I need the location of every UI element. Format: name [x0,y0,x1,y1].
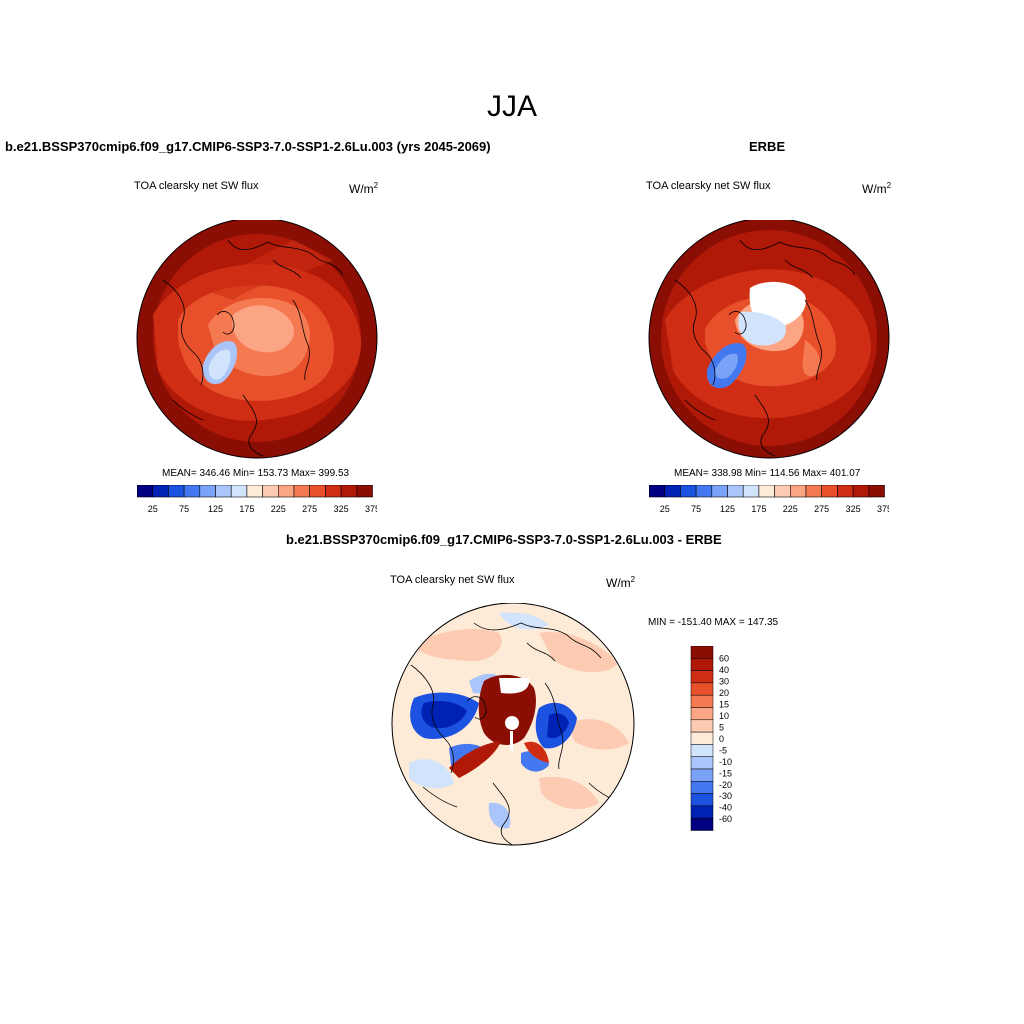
model-colorbar-swatch [340,485,358,498]
model-colorbar-swatch [325,485,342,498]
obs-colorbar-tick-label: 75 [691,504,701,514]
model-colorbar-tick-label: 175 [239,504,254,514]
model-colorbar-tick-label: 125 [208,504,223,514]
obs-colorbar-tick-label: 125 [720,504,735,514]
diff-colorbar-tick-label: 30 [719,676,729,686]
diff-colorbar-tick-label: 20 [719,688,729,698]
obs-colorbar-swatch [837,485,854,498]
diff-panel-title: b.e21.BSSP370cmip6.f09_g17.CMIP6-SSP3-7.… [286,532,722,547]
diff-colorbar-tick-label: 10 [719,711,729,721]
obs-colorbar-swatch [758,485,775,498]
obs-colorbar-tick-label: 225 [783,504,798,514]
diff-minmax: MIN = -151.40 MAX = 147.35 [648,617,779,628]
obs-colorbar-tick-label: 375 [877,504,889,514]
obs-colorbar-swatch [727,485,744,498]
diff-variable-label: TOA clearsky net SW flux [390,574,515,586]
diff-colorbar-swatch [690,805,714,819]
model-colorbar-swatch [152,485,169,498]
obs-colorbar-swatch [711,485,728,498]
diff-colorbar-swatch [690,731,714,745]
obs-colorbar-swatch [805,485,822,498]
diff-colorbar-swatch [690,781,714,794]
diff-colorbar-tick-label: -20 [719,780,732,790]
diff-colorbar-tick-label: -15 [719,768,732,778]
obs-colorbar: 25 75 125 175 225 275 325 375 [649,485,889,514]
model-colorbar-swatch [278,485,295,498]
obs-colorbar-swatch [868,485,885,498]
diff-colorbar-swatch [690,817,714,831]
model-colorbar-tick-label: 325 [334,504,349,514]
obs-polar-map [648,220,890,459]
model-panel-title: b.e21.BSSP370cmip6.f09_g17.CMIP6-SSP3-7.… [5,139,491,154]
obs-colorbar-swatch [774,485,791,498]
diff-colorbar-swatch [690,744,714,757]
diff-colorbar-swatch [690,719,714,733]
model-colorbar-swatch [168,485,185,498]
diff-colorbar-swatch [690,707,714,721]
obs-colorbar-swatch [695,485,713,498]
model-colorbar-tick-label: 275 [302,504,317,514]
model-colorbar-tick-label: 225 [271,504,286,514]
model-colorbar-swatch [199,485,216,498]
diff-colorbar-tick-label: -5 [719,745,727,755]
obs-colorbar-swatch [790,485,807,498]
diff-colorbar-swatch [690,658,714,671]
obs-colorbar-swatch [821,485,838,498]
model-colorbar-swatch [262,485,279,498]
model-colorbar-swatch [356,485,373,498]
model-colorbar-swatch [215,485,232,498]
diff-colorbar-tick-label: -40 [719,803,732,813]
diff-colorbar-tick-label: -60 [719,814,732,824]
model-colorbar-tick-label: 25 [148,504,158,514]
model-colorbar-swatch [246,485,263,498]
obs-colorbar-swatch [680,485,697,498]
diff-colorbar-swatch [690,670,714,684]
obs-colorbar-tick-label: 175 [751,504,766,514]
diff-colorbar-swatch [690,694,714,708]
model-stats: MEAN= 346.46 Min= 153.73 Max= 399.53 [162,468,350,479]
season-title: JJA [486,90,537,123]
diff-colorbar-tick-label: 0 [719,734,724,744]
obs-units-label: W/m2 [862,181,892,196]
diff-units-label: W/m2 [606,575,636,590]
diff-colorbar-tick-label: 60 [719,653,729,663]
model-colorbar-tick-label: 375 [365,504,377,514]
diff-colorbar-tick-label: -10 [719,757,732,767]
model-colorbar-swatch [293,485,310,498]
obs-colorbar-tick-label: 25 [660,504,670,514]
model-units-label: W/m2 [349,181,379,196]
diff-colorbar-tick-label: -30 [719,791,732,801]
model-colorbar: 25 75 125 175 225 275 325 375 [137,485,377,514]
obs-colorbar-swatch [742,485,760,498]
model-variable-label: TOA clearsky net SW flux [134,180,259,192]
diff-colorbar-swatch [690,768,714,782]
diff-colorbar-swatch [690,682,714,696]
obs-panel-title: ERBE [749,139,786,154]
model-colorbar-swatch [137,485,153,498]
obs-colorbar-tick-label: 275 [814,504,829,514]
model-colorbar-swatch [309,485,326,498]
diff-colorbar-tick-label: 5 [719,722,724,732]
model-colorbar-swatch [183,485,201,498]
diff-polar-map [391,603,635,846]
obs-colorbar-swatch [852,485,870,498]
model-polar-map [136,220,378,459]
diff-colorbar-swatch [690,646,714,659]
obs-colorbar-tick-label: 325 [846,504,861,514]
obs-stats: MEAN= 338.98 Min= 114.56 Max= 401.07 [674,468,861,479]
obs-colorbar-swatch [649,485,665,498]
diff-colorbar-tick-label: 15 [719,699,729,709]
obs-variable-label: TOA clearsky net SW flux [646,180,771,192]
diff-colorbar-swatch [690,793,714,807]
obs-colorbar-swatch [664,485,681,498]
diff-colorbar-swatch [690,756,714,770]
model-colorbar-tick-label: 75 [179,504,189,514]
diff-colorbar-tick-label: 40 [719,665,729,675]
model-colorbar-swatch [230,485,248,498]
